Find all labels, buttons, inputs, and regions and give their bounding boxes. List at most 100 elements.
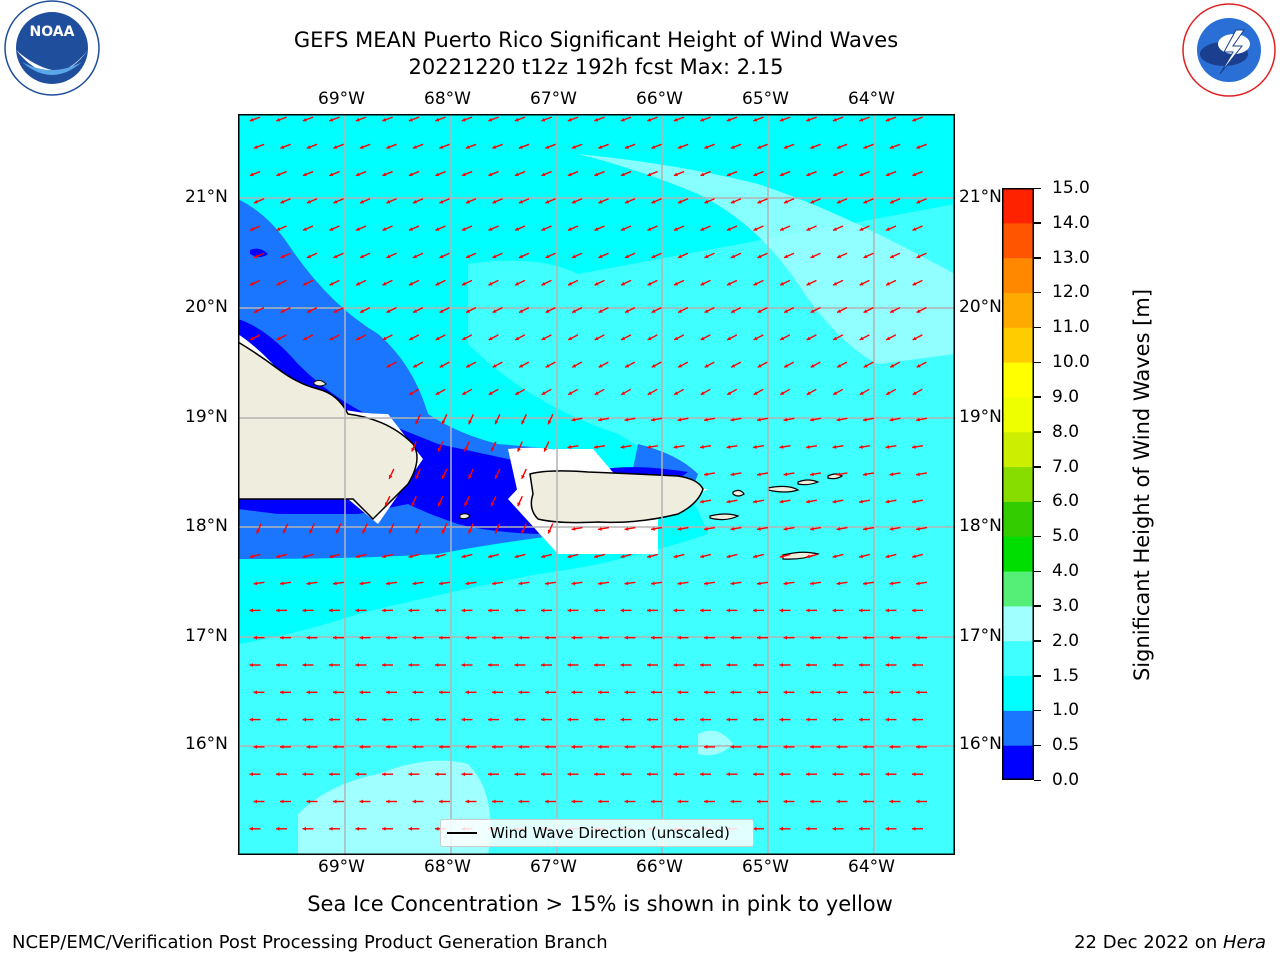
direction-arrowhead [249, 826, 254, 831]
direction-arrowhead [863, 309, 868, 313]
direction-arrowhead [673, 717, 678, 722]
colorbar-tick-mark [1034, 326, 1041, 329]
direction-arrowhead [651, 581, 655, 586]
footer-left: NCEP/EMC/Verification Post Processing Pr… [12, 932, 608, 953]
direction-arrowhead [594, 554, 599, 559]
direction-arrowhead [306, 690, 311, 695]
direction-arrowhead [356, 281, 361, 286]
direction-arrowhead [647, 663, 651, 667]
direction-arrowhead [673, 445, 678, 449]
direction-arrowhead [727, 281, 732, 286]
direction-arrowhead [408, 826, 413, 831]
direction-arrowhead [806, 172, 811, 177]
direction-arrowhead [753, 663, 757, 667]
direction-arrowhead [779, 663, 784, 667]
direction-arrowhead [704, 472, 708, 477]
direction-arrowhead [810, 309, 815, 313]
direction-arrowhead [541, 172, 546, 177]
direction-arrowhead [302, 663, 307, 667]
direction-arrowhead [541, 772, 545, 777]
direction-arrowhead [912, 172, 917, 177]
lon-label: 68°W [424, 857, 471, 877]
direction-arrowhead [253, 145, 258, 149]
direction-arrowhead [753, 717, 757, 722]
direction-arrowhead [863, 690, 867, 695]
direction-arrowhead [885, 445, 890, 449]
direction-arrowhead [806, 227, 811, 231]
direction-arrowhead [863, 744, 867, 749]
direction-arrowhead [519, 254, 523, 259]
direction-arrowhead [408, 663, 413, 667]
direction-arrowhead [621, 391, 626, 395]
direction-arrowhead [598, 417, 602, 422]
direction-arrowhead [276, 717, 280, 722]
lat-label: 18°N [959, 516, 1002, 536]
direction-arrowhead [647, 336, 652, 341]
direction-arrowhead [598, 199, 603, 204]
map-frame [238, 114, 955, 855]
direction-arrowhead [700, 663, 704, 667]
direction-arrowhead [859, 391, 864, 395]
direction-arrowhead [757, 799, 761, 804]
direction-arrowhead [753, 499, 757, 504]
direction-arrowhead [863, 581, 867, 586]
direction-arrowhead [518, 199, 523, 204]
direction-arrowhead [806, 608, 810, 613]
direction-arrowhead [441, 420, 446, 425]
direction-arrowhead [889, 690, 894, 695]
direction-arrowhead [859, 281, 864, 286]
direction-arrowhead [594, 117, 599, 122]
direction-arrowhead [514, 608, 519, 613]
direction-arrowhead [594, 391, 599, 395]
direction-arrowhead [673, 227, 678, 231]
direction-arrowhead [488, 336, 493, 341]
direction-arrowhead [704, 145, 709, 149]
colorbar-tick-mark [1034, 257, 1041, 259]
direction-arrowhead [885, 227, 890, 231]
wave-band-0-0.5-spot [250, 248, 268, 257]
direction-arrowhead [355, 663, 360, 667]
direction-arrowhead [620, 717, 625, 722]
wave-band-2-3-north [578, 154, 955, 364]
saona-island [313, 379, 327, 387]
direction-arrowhead [439, 309, 444, 313]
direction-arrowhead [488, 281, 493, 286]
colorbar-swatch [1002, 222, 1034, 259]
direction-arrowhead [409, 336, 414, 341]
direction-arrowhead [567, 663, 572, 667]
direction-arrowhead [386, 199, 391, 204]
direction-arrowhead [439, 799, 443, 804]
direction-arrowhead [885, 554, 890, 559]
direction-arrowhead [594, 772, 598, 777]
direction-arrowhead [567, 117, 572, 122]
direction-arrowhead [836, 199, 841, 204]
colorbar-swatch [1002, 431, 1034, 468]
direction-arrowhead [753, 172, 758, 177]
direction-arrowhead [912, 445, 916, 449]
direction-arrowhead [408, 772, 413, 777]
direction-arrowhead [598, 635, 602, 640]
direction-arrowhead [594, 608, 598, 613]
direction-arrowhead [832, 499, 837, 504]
direction-arrowhead [307, 254, 311, 259]
direction-arrowhead [863, 799, 867, 804]
direction-arrowhead [435, 117, 440, 122]
direction-arrowhead [382, 554, 387, 559]
direction-arrowhead [329, 663, 333, 667]
direction-arrowhead [912, 663, 916, 667]
colorbar-tick-label: 8.0 [1052, 421, 1080, 442]
culebra-island [732, 489, 745, 497]
direction-arrowhead [889, 417, 894, 422]
direction-arrowhead [355, 826, 360, 831]
direction-arrowhead [730, 526, 735, 531]
direction-arrowhead [329, 554, 334, 559]
direction-arrowhead [492, 145, 497, 149]
direction-arrowhead [435, 227, 440, 231]
direction-arrowhead [329, 772, 333, 777]
direction-arrowhead [461, 772, 466, 777]
direction-arrowhead [674, 336, 679, 341]
direction-arrowhead [567, 717, 572, 722]
lon-label: 64°W [848, 857, 895, 877]
direction-arrowhead [280, 635, 284, 640]
direction-arrowhead [594, 717, 598, 722]
